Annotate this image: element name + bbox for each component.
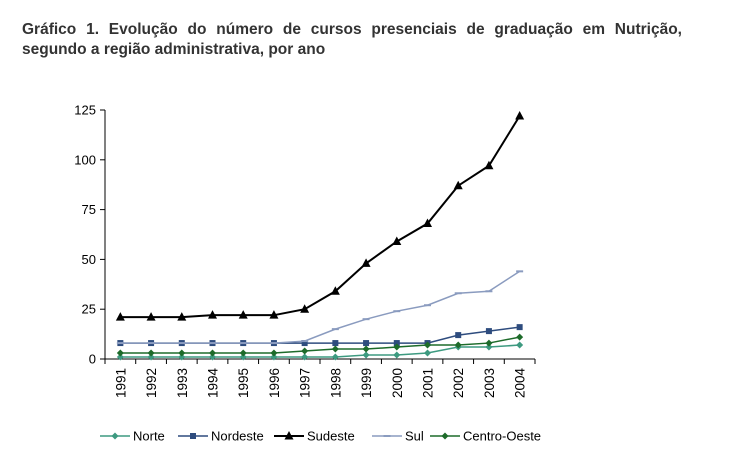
legend-label: Norte bbox=[133, 429, 165, 444]
x-tick-label: 2004 bbox=[513, 368, 528, 399]
data-point bbox=[516, 333, 524, 341]
x-tick-label: 1996 bbox=[267, 368, 282, 398]
x-tick-label: 2001 bbox=[421, 368, 436, 398]
data-point bbox=[362, 345, 370, 353]
data-point bbox=[239, 349, 247, 357]
series-sul bbox=[116, 270, 524, 345]
x-tick-label: 1994 bbox=[206, 368, 221, 399]
data-point bbox=[116, 349, 124, 357]
data-point bbox=[331, 345, 339, 353]
y-tick-label: 125 bbox=[74, 103, 96, 118]
data-point bbox=[209, 349, 216, 357]
data-point bbox=[178, 349, 186, 357]
x-tick-label: 1999 bbox=[359, 368, 374, 398]
data-point bbox=[330, 286, 340, 295]
data-point bbox=[301, 340, 308, 347]
x-tick-label: 1995 bbox=[236, 368, 251, 398]
figure-caption: Gráfico 1. Evolução do número de cursos … bbox=[22, 21, 682, 58]
data-point bbox=[392, 236, 402, 245]
data-point bbox=[424, 341, 431, 349]
series-line bbox=[120, 336, 520, 354]
legend-marker bbox=[284, 431, 294, 440]
legend-label: Sudeste bbox=[307, 429, 355, 444]
data-point bbox=[361, 258, 371, 267]
legend-item: Nordeste bbox=[178, 429, 264, 444]
data-point bbox=[332, 340, 339, 347]
chart-legend: Norte Nordeste Sudeste Sul Centro-Oeste bbox=[100, 429, 541, 444]
data-point bbox=[239, 353, 247, 361]
legend-marker bbox=[111, 432, 119, 440]
data-point bbox=[423, 218, 432, 228]
data-point bbox=[146, 312, 156, 321]
y-tick-label: 100 bbox=[74, 152, 96, 167]
legend-item: Sul bbox=[372, 429, 424, 444]
legend-label: Centro-Oeste bbox=[463, 429, 541, 444]
series-line bbox=[120, 270, 521, 344]
x-tick-labels: 1991 1992 1993 1994 1995 1996 1997 1998 1999 2000… bbox=[113, 368, 527, 399]
data-point bbox=[454, 341, 462, 349]
legend-marker bbox=[441, 432, 449, 440]
data-point bbox=[484, 160, 494, 170]
series-line bbox=[120, 115, 521, 319]
data-point bbox=[116, 353, 124, 361]
legend-item: Sudeste bbox=[274, 429, 355, 444]
data-point bbox=[363, 340, 370, 347]
legend-item: Norte bbox=[100, 429, 165, 444]
legend-label: Nordeste bbox=[211, 429, 264, 444]
data-point bbox=[485, 343, 493, 351]
data-point bbox=[515, 110, 525, 120]
series-norte bbox=[116, 341, 524, 361]
data-point bbox=[300, 304, 310, 313]
data-point bbox=[453, 180, 463, 190]
series-centro-oeste bbox=[116, 333, 524, 357]
y-tick-label: 50 bbox=[82, 252, 96, 267]
data-point bbox=[147, 349, 155, 357]
data-point bbox=[177, 312, 187, 321]
legend-item: Centro-Oeste bbox=[430, 429, 541, 444]
data-point bbox=[115, 312, 125, 321]
data-point bbox=[424, 349, 431, 357]
data-point bbox=[301, 353, 309, 361]
chart-series bbox=[115, 110, 525, 361]
x-tick-label: 1993 bbox=[175, 368, 190, 398]
legend-marker bbox=[190, 433, 196, 439]
y-tick-label: 0 bbox=[89, 352, 96, 367]
data-point bbox=[269, 310, 279, 319]
y-tick-labels: 0 25 50 75 100 125 bbox=[74, 103, 96, 367]
data-point bbox=[209, 353, 216, 361]
x-tick-label: 2000 bbox=[390, 368, 405, 398]
data-point bbox=[331, 353, 339, 361]
data-point bbox=[301, 347, 309, 355]
data-point bbox=[238, 310, 248, 319]
data-point bbox=[270, 353, 278, 361]
data-point bbox=[516, 324, 523, 331]
data-point bbox=[270, 349, 278, 357]
legend-label: Sul bbox=[405, 429, 424, 444]
data-point bbox=[208, 310, 217, 319]
x-tick-label: 1998 bbox=[328, 368, 343, 398]
data-point bbox=[393, 343, 401, 351]
x-tick-label: 2002 bbox=[451, 368, 466, 398]
data-point bbox=[485, 328, 492, 335]
data-point bbox=[178, 353, 186, 361]
x-tick-label: 1992 bbox=[144, 368, 159, 398]
data-point bbox=[516, 341, 524, 349]
data-point bbox=[147, 353, 155, 361]
data-point bbox=[393, 340, 400, 347]
data-point bbox=[485, 339, 493, 347]
data-point bbox=[393, 351, 401, 359]
x-tick-label: 1997 bbox=[298, 368, 313, 398]
y-tick-label: 25 bbox=[82, 302, 96, 317]
series-line bbox=[120, 344, 520, 358]
x-tick-label: 1991 bbox=[113, 368, 128, 398]
chart-axes bbox=[100, 109, 536, 364]
x-tick-label: 2003 bbox=[482, 368, 497, 398]
data-point bbox=[455, 332, 462, 339]
data-point bbox=[362, 351, 370, 359]
y-tick-label: 75 bbox=[82, 202, 96, 217]
series-sudeste bbox=[115, 110, 525, 321]
